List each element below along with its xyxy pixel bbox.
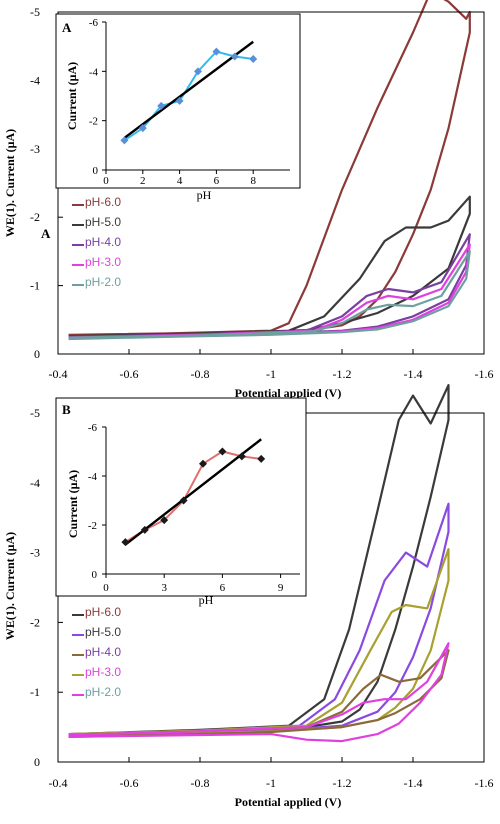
panel-b-chart: -0.4 -0.6 -0.8 -1 -1.2 -1.4 -1.6 0 -1 -2 -3 -4 -5 Po… xyxy=(3,384,494,809)
panel-b-inset-y-tick-label: -4 xyxy=(88,471,98,483)
panel-a-inset-y-title: Current (μA) xyxy=(65,62,79,130)
panel-b-y-tick-label: -5 xyxy=(30,406,40,420)
panel-b-legend: pH-6.0 pH-5.0 pH-4.0 pH-3.0 pH-2.0 xyxy=(72,605,121,699)
panel-a-inset-point xyxy=(175,96,184,105)
panel-a-y-axis-title: WE(1). Current (μA) xyxy=(3,129,17,237)
panel-a-inset-x-tick-label: 4 xyxy=(177,175,183,187)
panel-a-inset-letter: A xyxy=(62,20,72,35)
panel-b-inset-x-tick-label: 3 xyxy=(161,582,167,594)
panel-a-stray-label: A xyxy=(41,226,51,241)
panel-a-y-tick-label: -5 xyxy=(30,5,40,19)
panel-a-inset-x-tick-label: 2 xyxy=(140,175,146,187)
panel-a-x-tick-label: -0.4 xyxy=(49,367,68,381)
panel-a-y-tick-label: 0 xyxy=(34,347,40,361)
panel-a-inset-point xyxy=(212,47,221,56)
panel-a-x-tick-label: -0.8 xyxy=(191,367,210,381)
panel-b-legend-label: pH-6.0 xyxy=(85,605,121,619)
panel-b-inset-point xyxy=(218,447,227,456)
panel-a-inset-point xyxy=(120,136,129,145)
panel-a-inset-x-tick-label: 8 xyxy=(250,175,256,187)
panel-b-axes: -0.4 -0.6 -0.8 -1 -1.2 -1.4 -1.6 0 -1 -2 -3 -4 -5 xyxy=(30,406,494,790)
panel-b-inset-x-tick-label: 0 xyxy=(103,582,109,594)
panel-b-legend-label: pH-4.0 xyxy=(85,645,121,659)
panel-b-y-tick-label: -3 xyxy=(30,546,40,560)
panel-a-inset-y-tick-label: -6 xyxy=(89,17,99,29)
panel-a-legend-label: pH-6.0 xyxy=(85,195,121,209)
panel-a-inset: 0 2 4 6 8 0 -2 -4 -6 ApH Current (μA) xyxy=(55,13,301,202)
panel-b-inset-frame xyxy=(55,397,307,597)
panel-b-x-tick-label: -0.4 xyxy=(49,776,68,790)
panel-b-inset-point xyxy=(121,538,130,547)
panel-b-x-tick-label: -1.4 xyxy=(404,776,423,790)
panel-b-inset-point xyxy=(237,452,246,461)
panel-a-x-tick-label: -1.6 xyxy=(475,367,494,381)
panel-b-y-tick-label: -1 xyxy=(30,685,40,699)
panel-a-x-tick-label: -1.4 xyxy=(404,367,423,381)
panel-a-inset-point xyxy=(249,55,258,63)
panel-b-inset-x-title: pH xyxy=(199,593,214,607)
panel-b-series-ph-2-0 xyxy=(68,642,450,743)
panel-a-inset-y-tick-label: 0 xyxy=(93,165,99,177)
panel-b-x-axis-title: Potential applied (V) xyxy=(235,795,342,809)
panel-b-y-tick-label: 0 xyxy=(34,755,40,769)
panel-b-inset-y-title: Current (μA) xyxy=(66,470,80,538)
panel-b-series-ph-6-0 xyxy=(68,384,450,737)
panel-b-inset-point xyxy=(140,525,149,534)
panel-b-inset-x-tick-label: 9 xyxy=(278,582,284,594)
panel-b-legend-label: pH-2.0 xyxy=(85,685,121,699)
panel-a-x-tick-label: -0.6 xyxy=(120,367,139,381)
panel-b-inset-point xyxy=(257,454,266,463)
panel-b-inset-letter: B xyxy=(62,402,71,417)
panel-b-inset: 0 3 6 9 0 -2 -4 -6 BpH Current (μA) xyxy=(55,397,307,607)
panel-b-series-ph-5-0 xyxy=(68,502,450,737)
panel-b-inset-x-tick-label: 6 xyxy=(220,582,226,594)
panel-a-legend-label: pH-5.0 xyxy=(85,215,121,229)
panel-b-inset-point xyxy=(160,516,169,525)
panel-a-x-axis-title: Potential applied (V) xyxy=(235,386,342,400)
panel-b-inset-point xyxy=(179,496,188,505)
panel-a-y-tick-label: -4 xyxy=(30,73,40,87)
panel-a-y-tick-label: -3 xyxy=(30,142,40,156)
panel-a-legend: pH-6.0 pH-5.0 pH-4.0 pH-3.0 pH-2.0 xyxy=(72,195,121,289)
panel-b-x-tick-label: -0.8 xyxy=(191,776,210,790)
panel-b-inset-y-tick-label: -2 xyxy=(88,520,97,532)
panel-b-series xyxy=(68,384,450,743)
panel-b-series-ph-3-0 xyxy=(68,649,450,738)
panel-a-chart: -0.4 -0.6 -0.8 -1 -1.2 -1.4 -1.6 0 -1 -2 -3 -4 -5 Po… xyxy=(3,0,494,400)
panel-a-inset-point xyxy=(138,124,147,133)
panel-a-x-tick-label: -1.2 xyxy=(333,367,352,381)
panel-a-inset-y-tick-label: -4 xyxy=(89,66,99,78)
panel-b-y-axis-title: WE(1). Current (μA) xyxy=(3,532,17,640)
panel-a-inset-y-tick-label: -2 xyxy=(89,116,98,128)
panel-a-legend-label: pH-4.0 xyxy=(85,235,121,249)
panel-b-legend-label: pH-3.0 xyxy=(85,665,121,679)
panel-a-inset-point xyxy=(230,52,239,61)
panel-b-inset-y-tick-label: 0 xyxy=(92,569,98,581)
panel-a-y-tick-label: -1 xyxy=(30,279,40,293)
panel-a-legend-label: pH-3.0 xyxy=(85,255,121,269)
panel-a-y-tick-label: -2 xyxy=(30,210,40,224)
panel-a-x-tick-label: -1 xyxy=(266,367,276,381)
panel-b-inset-point xyxy=(199,459,207,468)
panel-a-inset-point xyxy=(157,101,166,110)
panel-a-series-ph-5-0 xyxy=(68,195,471,338)
panel-b-y-tick-label: -4 xyxy=(30,476,40,490)
panel-a-inset-point xyxy=(194,67,202,76)
panel-b-legend-label: pH-5.0 xyxy=(85,625,121,639)
panel-b-x-tick-label: -1 xyxy=(266,776,276,790)
panel-a-series-ph-2-0 xyxy=(68,250,471,341)
panel-a-inset-x-tick-label: 6 xyxy=(214,175,220,187)
panel-a-legend-label: pH-2.0 xyxy=(85,275,121,289)
panel-b-x-tick-label: -0.6 xyxy=(120,776,139,790)
panel-b-x-tick-label: -1.2 xyxy=(333,776,352,790)
panel-a-inset-fit-line xyxy=(123,40,254,139)
panel-a-inset-x-title: pH xyxy=(197,188,212,202)
panel-b-x-tick-label: -1.6 xyxy=(475,776,494,790)
panel-b-inset-y-tick-label: -6 xyxy=(88,422,98,434)
panel-a-inset-x-tick-label: 0 xyxy=(103,175,109,187)
panel-b-y-tick-label: -2 xyxy=(30,615,40,629)
